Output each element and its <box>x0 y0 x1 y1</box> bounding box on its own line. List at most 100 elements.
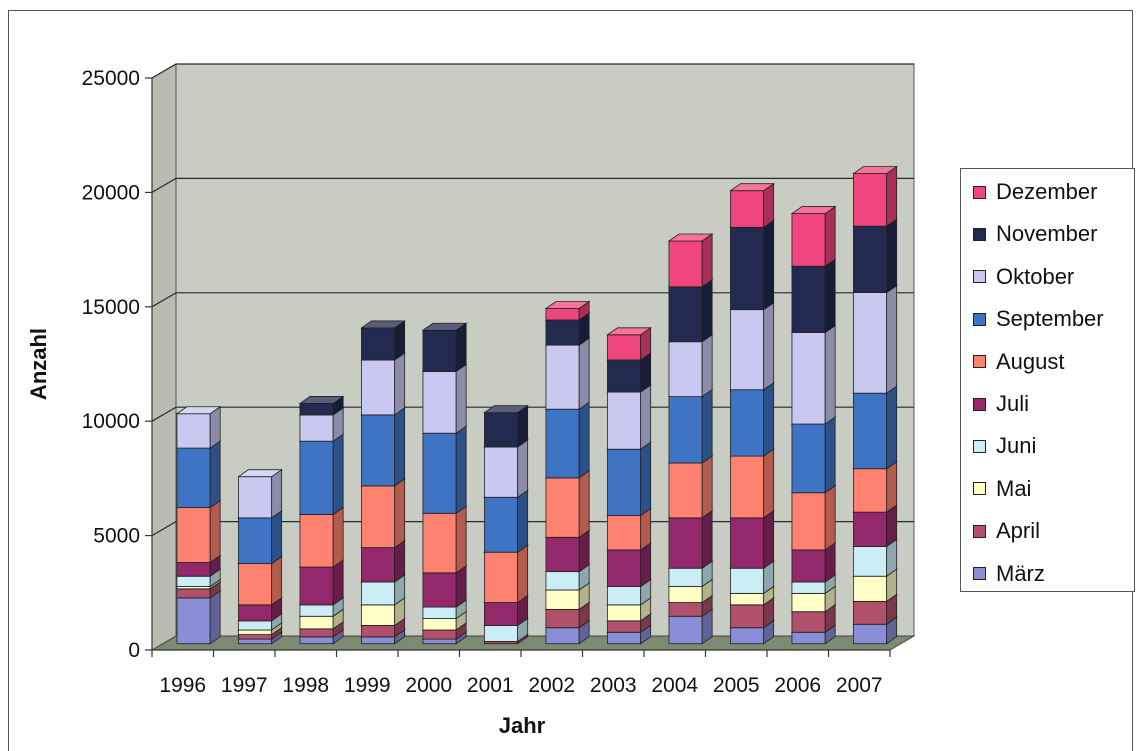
bar-segment <box>791 332 826 425</box>
y-tick-label: 5000 <box>93 525 140 548</box>
bar-segment <box>853 575 888 602</box>
bar-segment <box>176 588 211 599</box>
bar-segment-side <box>886 165 898 227</box>
bar-segment <box>422 329 457 372</box>
bar-segment <box>545 344 580 410</box>
bar-segment <box>668 602 703 617</box>
bar-segment <box>730 190 765 228</box>
bar-segment <box>422 606 457 619</box>
bar-segment <box>422 371 457 434</box>
x-tick-label: 2006 <box>774 674 821 697</box>
bar-segment-top <box>360 320 406 329</box>
bar-segment <box>853 623 888 645</box>
bar-segment <box>361 485 396 549</box>
bar-segment <box>299 403 334 416</box>
bar-segment <box>853 546 888 577</box>
bar-segment <box>238 620 273 631</box>
bar-segment <box>545 571 580 591</box>
bar-segment-side <box>209 499 221 564</box>
bar-segment <box>238 563 273 606</box>
gridline <box>151 63 914 79</box>
bar-segment <box>668 240 703 288</box>
bar-segment <box>730 455 765 519</box>
chart-legend: Dezember November Oktober September August Ju… <box>960 168 1135 592</box>
bar-segment <box>422 618 457 631</box>
bar-segment <box>607 620 642 633</box>
bar-segment <box>176 447 211 508</box>
x-tick-label: 2005 <box>713 674 760 697</box>
bar-segment-side <box>271 468 283 519</box>
bar-segment <box>299 514 334 568</box>
x-tick-label: 2007 <box>836 674 883 697</box>
legend-label: September <box>996 306 1104 332</box>
x-tick-label: 1996 <box>159 674 206 697</box>
bar-segment-side <box>271 555 283 606</box>
x-tick-label: 2000 <box>405 674 452 697</box>
bar-segment-side <box>824 324 836 425</box>
bar-segment-side <box>332 559 344 606</box>
bar-segment <box>484 496 519 553</box>
gridline <box>151 406 914 422</box>
bar-segment <box>668 615 703 645</box>
bar-segment-side <box>763 301 775 391</box>
bar-segment-side <box>701 233 713 288</box>
x-tick-label: 1997 <box>221 674 268 697</box>
bar-segment <box>238 629 273 635</box>
bar-segment-side <box>209 440 221 509</box>
bar-segment-side <box>701 333 713 398</box>
legend-item: Mai <box>973 476 1031 502</box>
x-tick-label: 2002 <box>528 674 575 697</box>
bar-segment <box>176 597 211 645</box>
bar-segment <box>238 638 273 645</box>
bar-segment-side <box>886 218 898 294</box>
bar-segment <box>299 414 334 442</box>
bar-segment-top <box>237 469 283 478</box>
bar-segment-side <box>517 439 529 499</box>
bar-segment <box>545 477 580 538</box>
bar-segment-side <box>824 205 836 267</box>
legend-item: August <box>973 349 1065 375</box>
bar-segment-side <box>455 425 467 515</box>
legend-label: Mai <box>996 475 1032 501</box>
bar-segment-side <box>640 384 652 450</box>
bar-segment <box>853 511 888 547</box>
bar-segment <box>791 592 826 613</box>
bar-segment <box>299 440 334 515</box>
legend-label: März <box>996 560 1045 586</box>
bar-segment-side <box>332 506 344 568</box>
bar-segment <box>607 604 642 622</box>
bar-segment <box>484 624 519 642</box>
bar-segment <box>730 226 765 311</box>
bar-segment <box>853 392 888 470</box>
legend-item: März <box>973 561 1045 587</box>
x-tick-label: 2003 <box>590 674 637 697</box>
bar-segment-top <box>175 406 222 415</box>
bar-segment <box>791 265 826 333</box>
y-tick-label: 20000 <box>82 181 140 204</box>
bar-segment <box>176 507 211 563</box>
bar-segment <box>607 391 642 450</box>
legend-label: November <box>996 221 1098 247</box>
bar-segment <box>791 423 826 494</box>
legend-swatch <box>973 567 986 581</box>
bar-segment <box>299 604 334 617</box>
legend-item: September <box>973 306 1104 332</box>
bar-segment-top <box>790 206 837 214</box>
bar-segment <box>853 225 888 293</box>
bar-segment <box>176 562 211 577</box>
bar-segment-top <box>421 322 468 331</box>
bar-segment <box>422 512 457 574</box>
legend-swatch <box>973 270 986 284</box>
gridline <box>151 292 914 308</box>
legend-label: August <box>996 348 1065 374</box>
bar-segment-side <box>701 388 713 464</box>
x-tick-label: 1998 <box>282 674 329 697</box>
x-tick-label: 2001 <box>467 674 514 697</box>
bar-segment-side <box>640 542 652 588</box>
bar-segment-top <box>852 166 898 174</box>
bar-segment-side <box>394 352 406 416</box>
bar-segment-side <box>763 510 775 569</box>
bar-segment <box>238 634 273 640</box>
legend-swatch <box>973 227 986 241</box>
bar-segment-top <box>298 396 345 404</box>
